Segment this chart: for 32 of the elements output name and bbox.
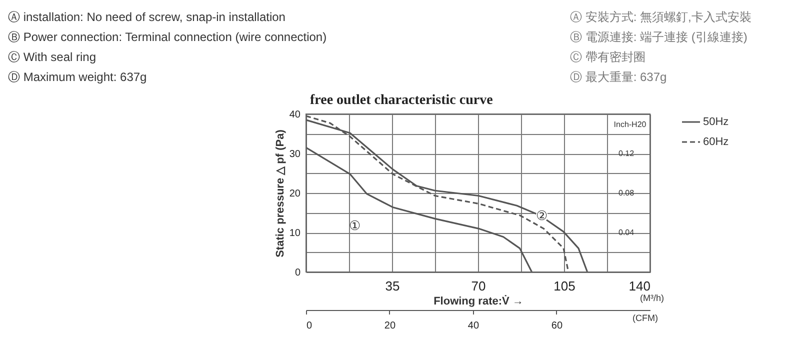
x2-tick-label: 40	[468, 320, 480, 332]
x-tick-label: 70	[471, 278, 486, 294]
annotation: ②	[536, 208, 548, 224]
x2-tick-label: 60	[551, 320, 563, 332]
y-tick-label: 30	[289, 149, 301, 160]
x-tick-label: 140	[628, 278, 650, 294]
text: Ⓒ 帶有密封圈	[570, 50, 646, 64]
x2-axis-title: (CFM)	[632, 313, 658, 323]
y-tick-label: 10	[289, 228, 301, 239]
y-axis-title: Static pressure △ pf (Pa)	[274, 129, 286, 258]
text: Ⓑ Power connection: Terminal connection (wire connection)	[8, 30, 327, 44]
legend-label: 60Hz	[703, 136, 729, 148]
y-tick-label: 0	[294, 268, 301, 278]
chart-title: free outlet characteristic curve	[310, 93, 493, 108]
y-tick-label: 40	[289, 110, 301, 120]
text: Ⓐ installation: No need of screw, snap-in installation	[8, 10, 286, 24]
x-tick-label: 35	[385, 278, 400, 294]
text: Ⓒ With seal ring	[8, 50, 96, 64]
line-series	[305, 146, 533, 273]
x2-tick-label: 0	[306, 320, 312, 332]
x-tick-label: 105	[554, 278, 576, 294]
x-axis-title: Flowing rate:V̇ →	[434, 294, 524, 308]
y-tick-label: 20	[289, 188, 301, 200]
annotation: ①	[349, 218, 361, 233]
text: Ⓑ 電源連接: 端子連接 (引線連接)	[570, 30, 748, 44]
text: Ⓓ Maximum weight: 637g	[8, 70, 147, 84]
text: Ⓓ 最大重量: 637g	[570, 70, 667, 84]
legend-label: 50Hz	[703, 116, 729, 128]
x2-tick-label: 20	[384, 320, 396, 332]
y2-axis-title: Inch-H20	[614, 120, 647, 129]
text: Ⓐ 安裝方式: 無須螺釘,卡入式安裝	[570, 10, 752, 24]
text: (M³/h)	[640, 293, 664, 303]
